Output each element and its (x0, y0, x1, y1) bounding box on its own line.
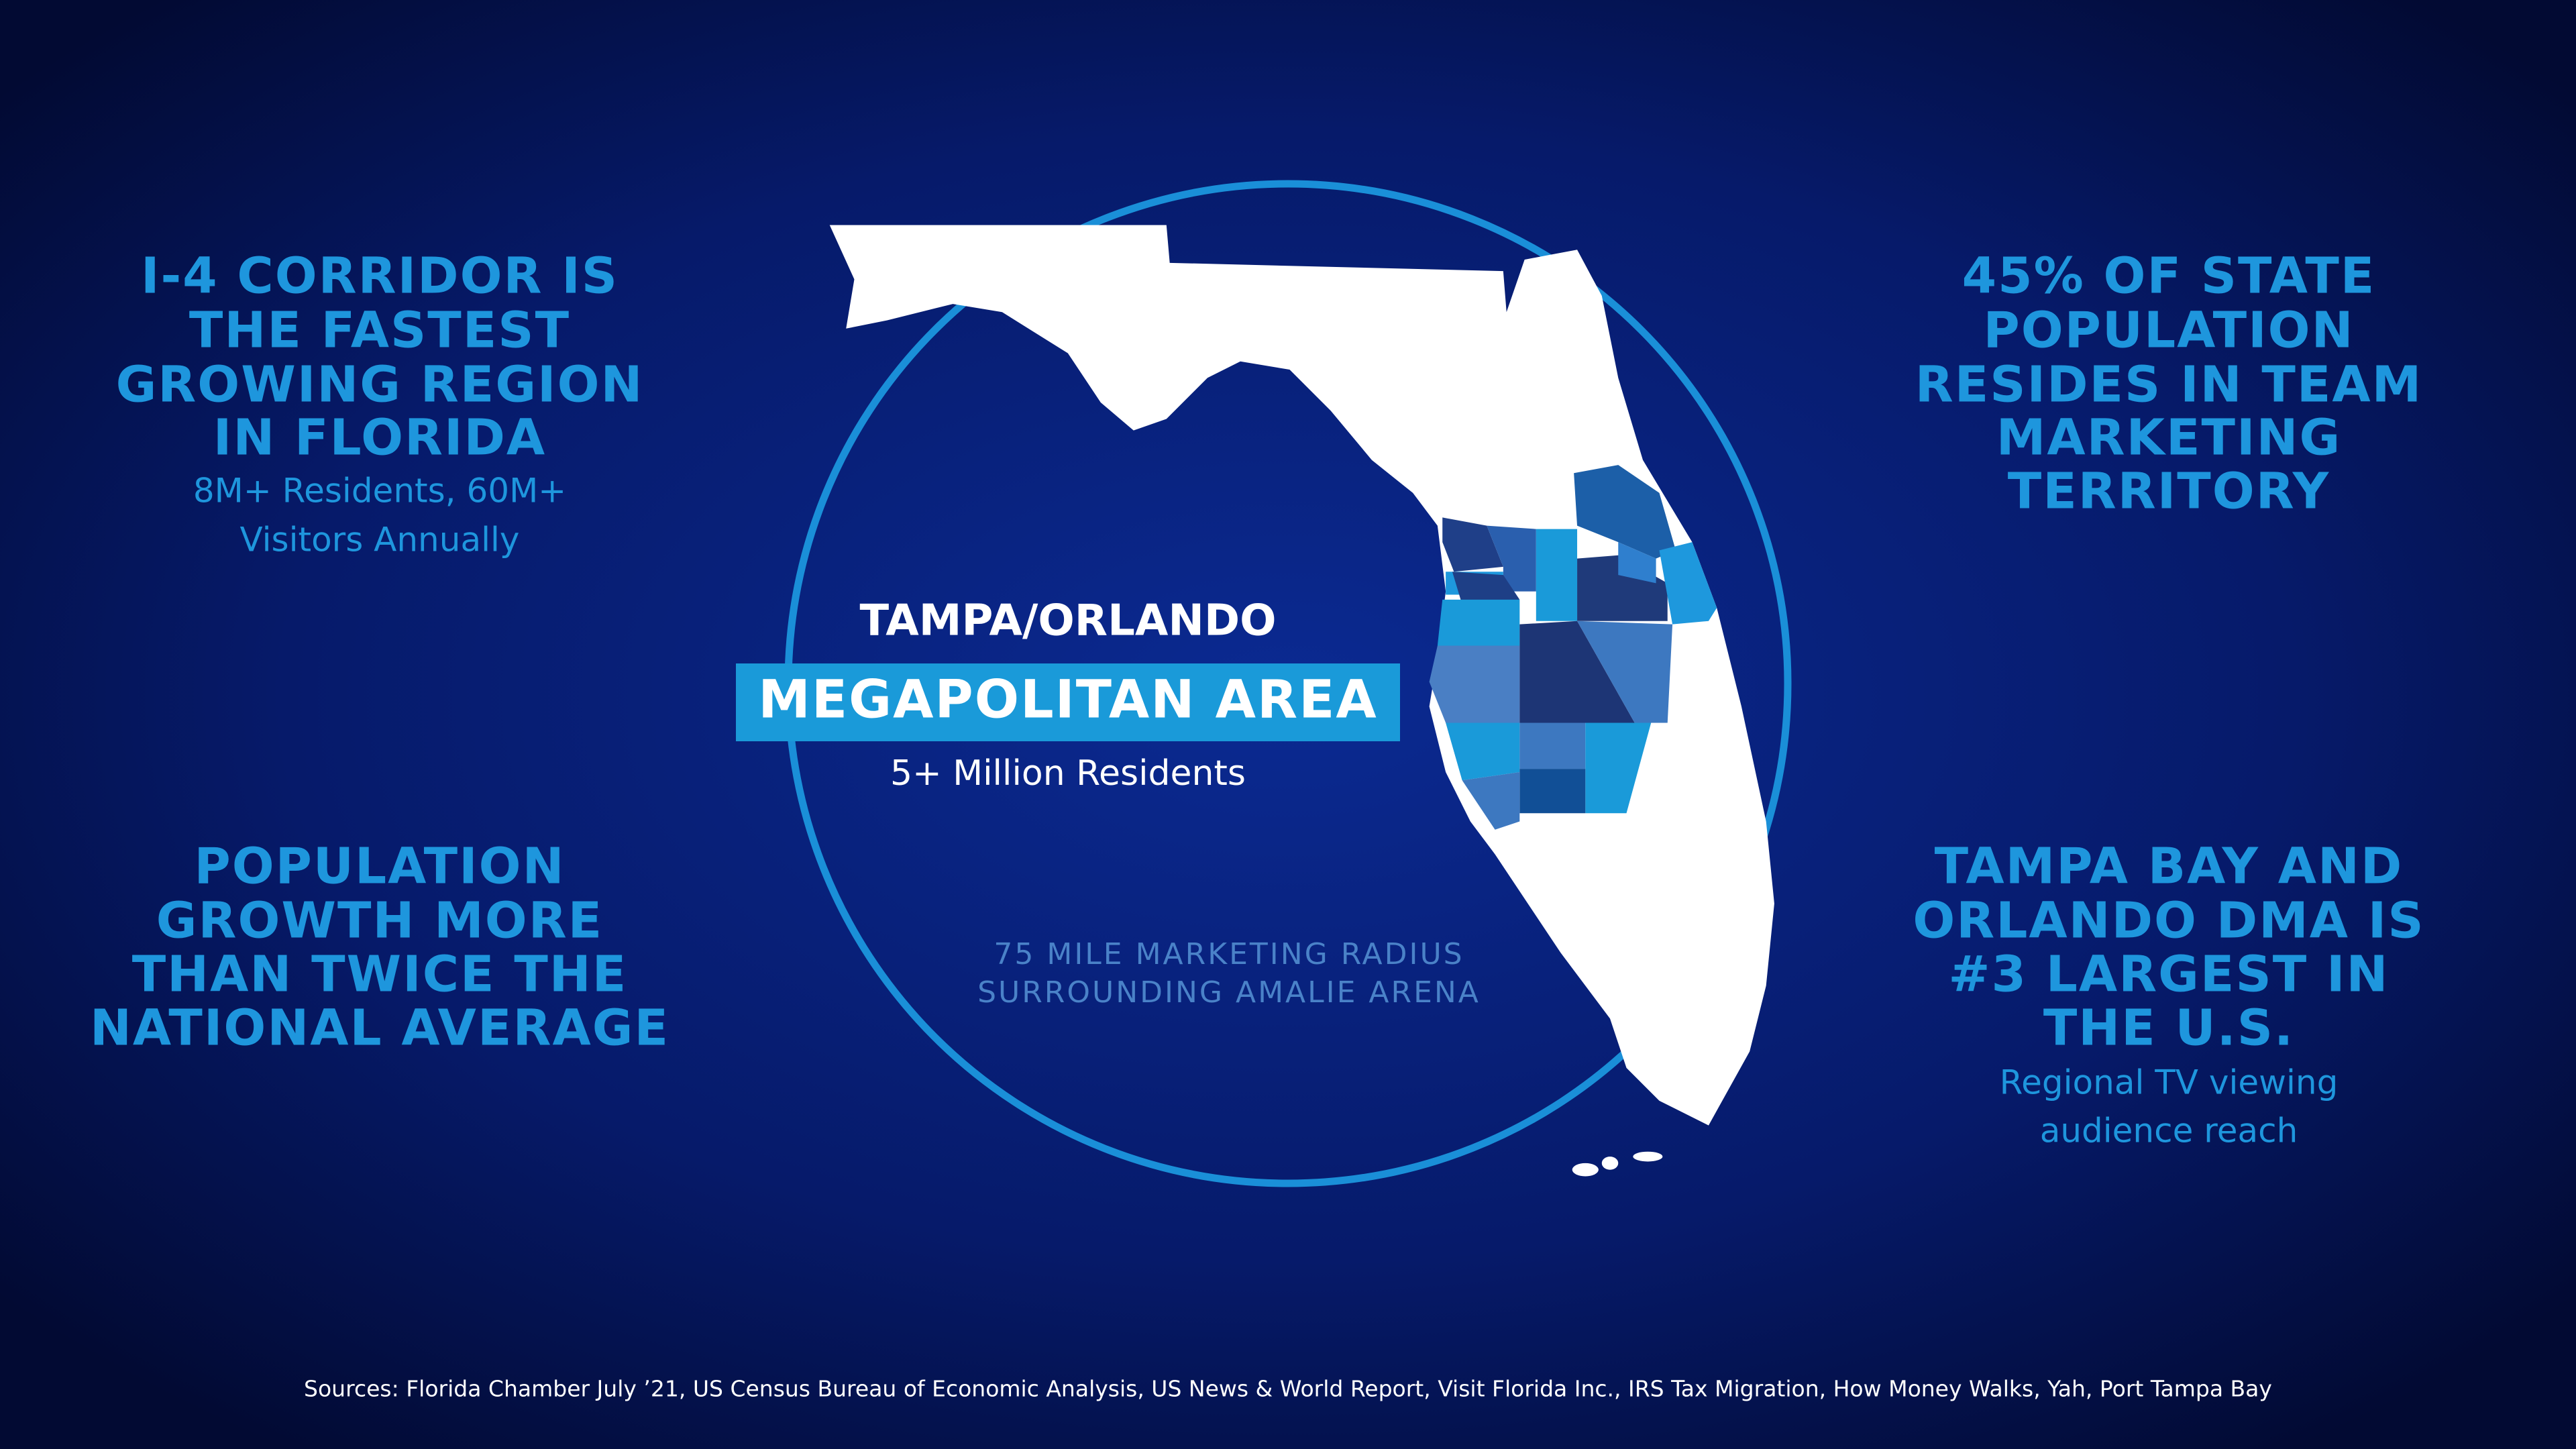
center-subtitle: 5+ Million Residents (890, 753, 1246, 794)
headline: I-4 CORRIDOR IS (141, 248, 619, 305)
headline: THE FASTEST (189, 302, 570, 360)
subtext: audience reach (2040, 1112, 2298, 1150)
headline: TAMPA BAY AND (1935, 838, 2404, 896)
headline: GROWTH MORE (156, 892, 604, 950)
subtext: 8M+ Residents, 60M+ (193, 472, 566, 511)
sources: Sources: Florida Chamber July ’21, US Ce… (304, 1376, 2272, 1402)
headline: TERRITORY (2008, 463, 2330, 521)
headline: ORLANDO DMA IS (1913, 892, 2424, 950)
headline: NATIONAL AVERAGE (90, 1000, 669, 1057)
radius-note: 75 MILE MARKETING RADIUS (994, 937, 1464, 971)
headline: #3 LARGEST IN (1949, 946, 2390, 1004)
headline: MARKETING (1996, 409, 2341, 467)
radius-note: SURROUNDING AMALIE ARENA (977, 975, 1481, 1010)
headline: THE U.S. (2043, 1000, 2294, 1057)
headline: IN FLORIDA (213, 409, 546, 467)
florida-map (829, 225, 1774, 1177)
subtext: Regional TV viewing (2000, 1063, 2339, 1102)
subtext: Visitors Annually (240, 521, 520, 559)
center-title: TAMPA/ORLANDO (860, 596, 1277, 646)
headline: GROWING REGION (116, 356, 644, 414)
headline: POPULATION (195, 838, 566, 896)
headline: POPULATION (1984, 302, 2355, 360)
headline: 45% OF STATE (1962, 248, 2376, 305)
headline: RESIDES IN TEAM (1915, 356, 2423, 414)
headline: THAN TWICE THE (132, 946, 628, 1004)
highlight-box (736, 663, 1400, 741)
center-highlight: MEGAPOLITAN AREA (758, 669, 1378, 730)
